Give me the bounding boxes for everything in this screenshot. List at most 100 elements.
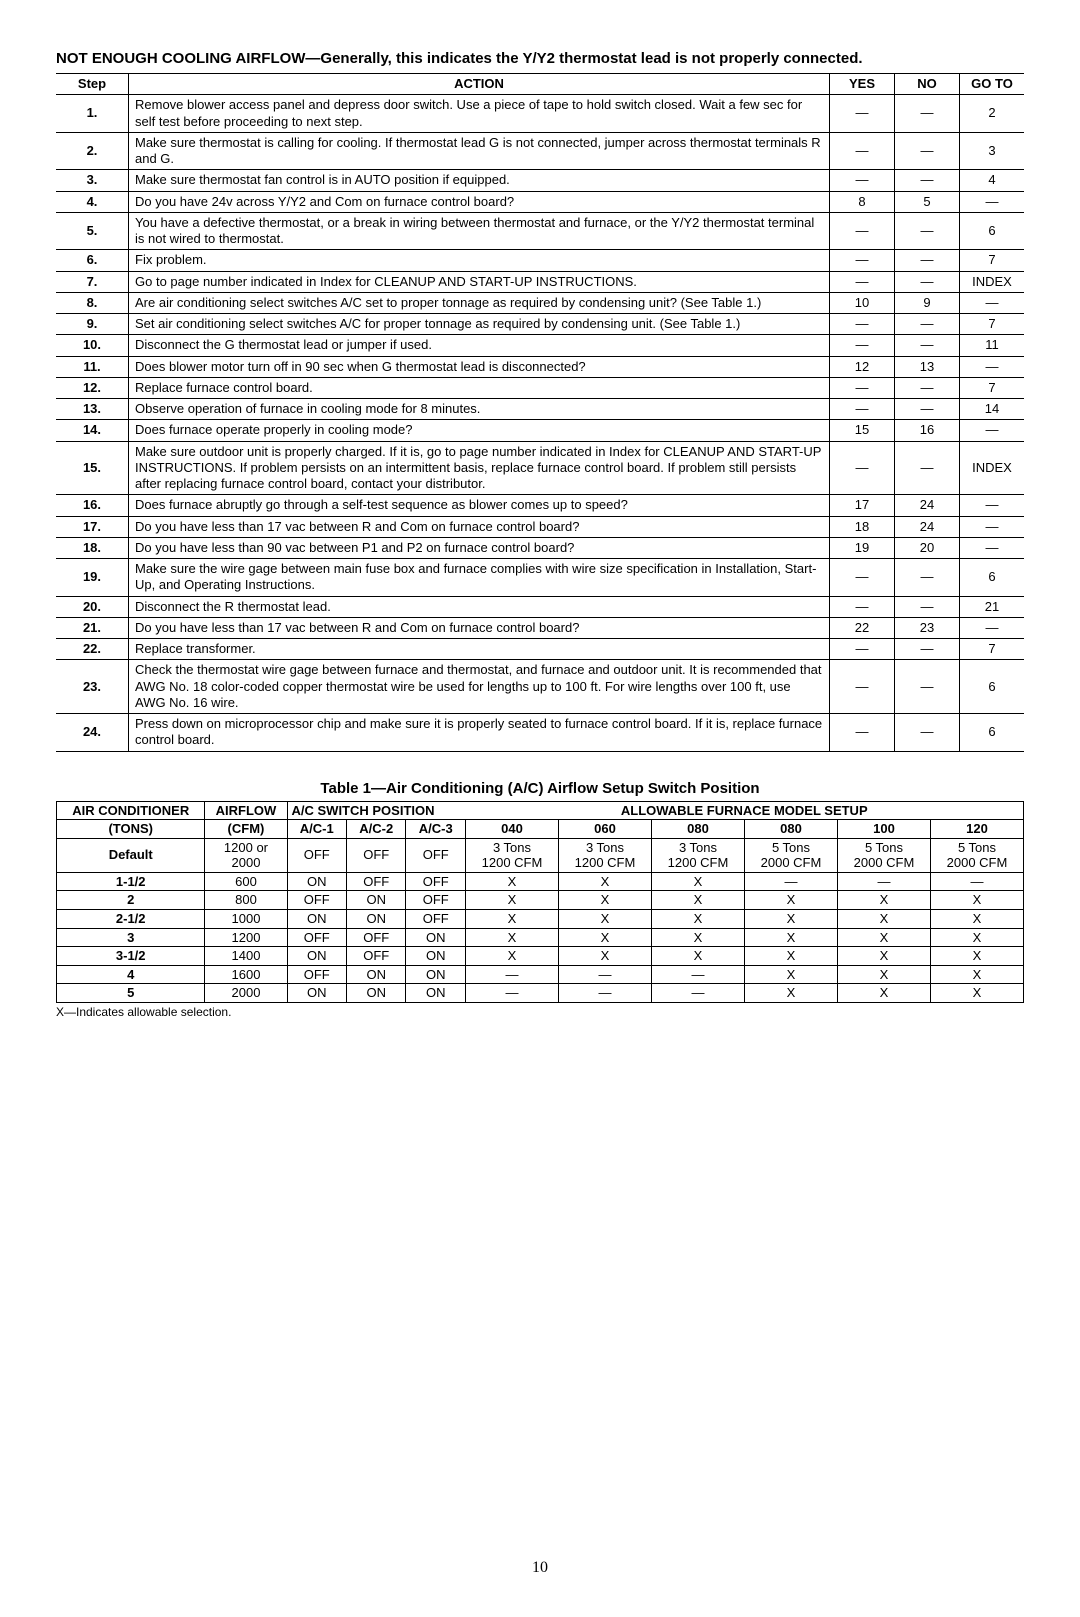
setup-table: AIR CONDITIONER AIRFLOW A/C SWITCH POSIT… bbox=[56, 801, 1024, 1004]
th-ac3: A/C-3 bbox=[406, 820, 466, 839]
cell-m100: X bbox=[838, 910, 931, 929]
cell-goto: — bbox=[960, 495, 1025, 516]
cell-step: 11. bbox=[56, 356, 129, 377]
th-ac-tons-l2: (TONS) bbox=[57, 820, 205, 839]
cell-yes: — bbox=[830, 250, 895, 271]
cell-m120: 5 Tons 2000 CFM bbox=[931, 838, 1024, 872]
cell-m040: — bbox=[466, 965, 559, 984]
table-row: 3-1/21400ONOFFONXXXXXX bbox=[57, 947, 1024, 966]
table-row: 31200OFFOFFONXXXXXX bbox=[57, 928, 1024, 947]
table-row: 10.Disconnect the G thermostat lead or j… bbox=[56, 335, 1024, 356]
cell-m120: X bbox=[931, 910, 1024, 929]
cell-ac2: OFF bbox=[346, 947, 405, 966]
cell-goto: — bbox=[960, 420, 1025, 441]
cell-m120: X bbox=[931, 891, 1024, 910]
cell-cfm: 1200 bbox=[205, 928, 287, 947]
cell-no: — bbox=[895, 660, 960, 714]
cell-action: Make sure thermostat fan control is in A… bbox=[129, 170, 830, 191]
cell-no: — bbox=[895, 212, 960, 250]
cell-step: 19. bbox=[56, 559, 129, 597]
table-row: 52000ONONON———XXX bbox=[57, 984, 1024, 1003]
cell-goto: 2 bbox=[960, 95, 1025, 133]
cell-ac2: ON bbox=[346, 984, 405, 1003]
cell-step: 18. bbox=[56, 537, 129, 558]
cell-goto: — bbox=[960, 516, 1025, 537]
cell-action: Disconnect the G thermostat lead or jump… bbox=[129, 335, 830, 356]
table-row: 1.Remove blower access panel and depress… bbox=[56, 95, 1024, 133]
th-m060: 060 bbox=[559, 820, 652, 839]
cell-yes: 22 bbox=[830, 617, 895, 638]
cell-ac3: ON bbox=[406, 928, 466, 947]
cell-yes: — bbox=[830, 559, 895, 597]
th-m080a: 080 bbox=[652, 820, 745, 839]
cell-m080a: 3 Tons 1200 CFM bbox=[652, 838, 745, 872]
cell-tons: 5 bbox=[57, 984, 205, 1003]
cell-no: — bbox=[895, 377, 960, 398]
cell-action: Make sure outdoor unit is properly charg… bbox=[129, 441, 830, 495]
cell-tons: Default bbox=[57, 838, 205, 872]
cell-goto: 6 bbox=[960, 212, 1025, 250]
cell-goto: 6 bbox=[960, 714, 1025, 752]
cell-yes: — bbox=[830, 314, 895, 335]
cell-m060: — bbox=[559, 965, 652, 984]
cell-ac3: ON bbox=[406, 965, 466, 984]
cell-ac1: ON bbox=[287, 872, 346, 891]
cell-tons: 2 bbox=[57, 891, 205, 910]
cell-m080a: X bbox=[652, 910, 745, 929]
cell-ac1: OFF bbox=[287, 838, 346, 872]
cell-step: 4. bbox=[56, 191, 129, 212]
cell-no: 24 bbox=[895, 516, 960, 537]
cell-m060: X bbox=[559, 947, 652, 966]
table-row: 14.Does furnace operate properly in cool… bbox=[56, 420, 1024, 441]
cell-goto: 14 bbox=[960, 399, 1025, 420]
table-row: 7.Go to page number indicated in Index f… bbox=[56, 271, 1024, 292]
cell-goto: 3 bbox=[960, 132, 1025, 170]
cell-no: — bbox=[895, 132, 960, 170]
cell-action: Press down on microprocessor chip and ma… bbox=[129, 714, 830, 752]
cell-action: Check the thermostat wire gage between f… bbox=[129, 660, 830, 714]
cell-step: 7. bbox=[56, 271, 129, 292]
cell-step: 20. bbox=[56, 596, 129, 617]
cell-m100: X bbox=[838, 891, 931, 910]
cell-goto: 11 bbox=[960, 335, 1025, 356]
cell-no: — bbox=[895, 250, 960, 271]
table1-footnote: X—Indicates allowable selection. bbox=[56, 1005, 1024, 1019]
cell-action: You have a defective thermostat, or a br… bbox=[129, 212, 830, 250]
cell-yes: — bbox=[830, 441, 895, 495]
cell-m100: — bbox=[838, 872, 931, 891]
cell-step: 6. bbox=[56, 250, 129, 271]
cell-m120: X bbox=[931, 947, 1024, 966]
cell-ac2: ON bbox=[346, 910, 405, 929]
cell-yes: 18 bbox=[830, 516, 895, 537]
cell-no: — bbox=[895, 596, 960, 617]
cell-goto: INDEX bbox=[960, 271, 1025, 292]
table-row: 22.Replace transformer.——7 bbox=[56, 639, 1024, 660]
table-row: 8.Are air conditioning select switches A… bbox=[56, 292, 1024, 313]
cell-action: Does furnace operate properly in cooling… bbox=[129, 420, 830, 441]
cell-action: Remove blower access panel and depress d… bbox=[129, 95, 830, 133]
cell-goto: 7 bbox=[960, 377, 1025, 398]
cell-step: 14. bbox=[56, 420, 129, 441]
table-row: 13.Observe operation of furnace in cooli… bbox=[56, 399, 1024, 420]
cell-ac2: ON bbox=[346, 891, 405, 910]
cell-m080a: X bbox=[652, 891, 745, 910]
cell-m120: X bbox=[931, 928, 1024, 947]
cell-step: 21. bbox=[56, 617, 129, 638]
cell-goto: — bbox=[960, 292, 1025, 313]
table-row: 21.Do you have less than 17 vac between … bbox=[56, 617, 1024, 638]
cell-action: Observe operation of furnace in cooling … bbox=[129, 399, 830, 420]
cell-m080b: X bbox=[745, 891, 838, 910]
table-row: Default1200 or2000OFFOFFOFF3 Tons 1200 C… bbox=[57, 838, 1024, 872]
table-row: 23.Check the thermostat wire gage betwee… bbox=[56, 660, 1024, 714]
cell-step: 23. bbox=[56, 660, 129, 714]
th-ac1: A/C-1 bbox=[287, 820, 346, 839]
cell-cfm: 600 bbox=[205, 872, 287, 891]
cell-goto: 6 bbox=[960, 660, 1025, 714]
cell-tons: 3-1/2 bbox=[57, 947, 205, 966]
cell-m040: — bbox=[466, 984, 559, 1003]
cell-action: Do you have less than 90 vac between P1 … bbox=[129, 537, 830, 558]
table-row: 19.Make sure the wire gage between main … bbox=[56, 559, 1024, 597]
cell-step: 2. bbox=[56, 132, 129, 170]
cell-m100: X bbox=[838, 947, 931, 966]
cell-goto: — bbox=[960, 617, 1025, 638]
